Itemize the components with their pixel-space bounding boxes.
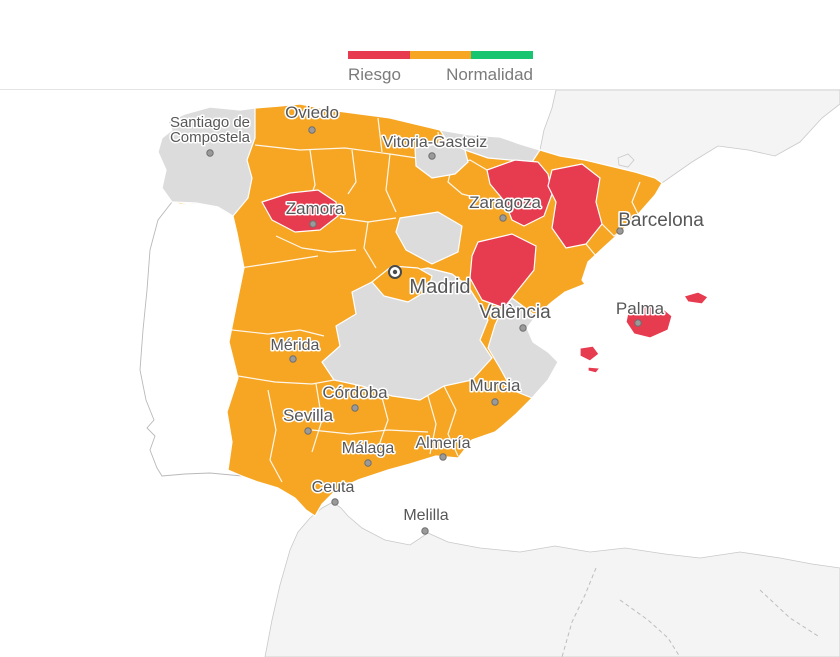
legend-label-normalidad: Normalidad xyxy=(446,65,533,84)
spain-map-svg[interactable]: Santiago de Compostela Oviedo Vitoria-Gaste… xyxy=(0,90,840,657)
city-label-sevilla: Sevilla xyxy=(283,406,334,425)
region-ibiza[interactable] xyxy=(579,345,600,362)
city-dot-icon[interactable] xyxy=(428,152,436,160)
city-madrid[interactable]: Madrid xyxy=(388,265,472,300)
region-alava[interactable] xyxy=(414,141,469,179)
province-borders xyxy=(231,117,641,483)
city-ceuta[interactable]: Ceuta xyxy=(310,478,356,506)
region-soria[interactable] xyxy=(395,211,463,265)
region-lleida[interactable] xyxy=(547,163,603,249)
africa-border-dashed-2 xyxy=(619,599,681,657)
region-huesca[interactable] xyxy=(486,159,553,227)
region-portugal xyxy=(139,201,245,477)
city-zaragoza[interactable]: Zaragoza xyxy=(468,192,543,222)
region-valencia-alicante[interactable] xyxy=(487,297,559,399)
city-sevilla[interactable]: Sevilla xyxy=(281,405,335,435)
region-formentera[interactable] xyxy=(587,366,601,374)
city-dot-icon[interactable] xyxy=(616,227,624,235)
city-label-barcelona: Barcelona xyxy=(618,210,704,231)
city-cordoba[interactable]: Córdoba xyxy=(321,382,390,412)
header-divider xyxy=(0,89,840,90)
region-andorra xyxy=(617,153,635,168)
city-dot-icon[interactable] xyxy=(289,355,297,363)
city-label-madrid: Madrid xyxy=(409,276,470,298)
city-merida[interactable]: Mérida xyxy=(269,336,321,363)
legend-gradient-bar xyxy=(348,51,534,59)
city-dot-icon[interactable] xyxy=(634,319,642,327)
capital-marker-dot xyxy=(392,269,398,275)
africa-border-dashed-1 xyxy=(561,567,597,657)
city-dot-icon[interactable] xyxy=(331,498,339,506)
city-label-palma: Palma xyxy=(616,299,665,318)
city-label-zamora: Zamora xyxy=(286,199,345,218)
city-dot-icon[interactable] xyxy=(519,324,527,332)
city-santiago[interactable]: Santiago de Compostela xyxy=(168,113,252,157)
city-dot-icon[interactable] xyxy=(491,398,499,406)
city-label-santiago: Santiago de Compostela xyxy=(170,114,251,146)
region-castilla-la-mancha[interactable] xyxy=(321,267,493,401)
city-dot-icon[interactable] xyxy=(351,404,359,412)
city-label-vitoria: Vitoria-Gasteiz xyxy=(383,134,488,151)
city-label-almeria: Almería xyxy=(415,435,470,452)
city-labels-layer: Santiago de Compostela Oviedo Vitoria-Gaste… xyxy=(168,102,706,535)
city-dot-icon[interactable] xyxy=(304,427,312,435)
risk-legend: Riesgo Normalidad xyxy=(348,51,534,85)
city-dot-icon[interactable] xyxy=(364,459,372,467)
city-label-melilla: Melilla xyxy=(403,507,448,524)
region-galicia[interactable] xyxy=(157,106,256,217)
city-dot-icon[interactable] xyxy=(439,453,447,461)
city-label-valencia: València xyxy=(479,302,551,323)
city-dot-icon[interactable] xyxy=(499,214,507,222)
city-melilla[interactable]: Melilla xyxy=(402,506,450,535)
city-label-ceuta: Ceuta xyxy=(312,479,355,496)
city-almeria[interactable]: Almería xyxy=(414,434,472,461)
city-valencia[interactable]: València xyxy=(478,301,553,332)
city-palma[interactable]: Palma xyxy=(614,298,666,327)
city-label-malaga: Málaga xyxy=(342,440,395,457)
city-oviedo[interactable]: Oviedo xyxy=(284,102,340,134)
city-label-zaragoza: Zaragoza xyxy=(469,193,541,212)
city-dot-icon[interactable] xyxy=(309,220,317,228)
city-zamora[interactable]: Zamora xyxy=(284,198,346,228)
legend-segment-intermedio xyxy=(409,51,472,59)
city-dot-icon[interactable] xyxy=(421,527,429,535)
city-barcelona[interactable]: Barcelona xyxy=(616,209,706,235)
city-dot-icon[interactable] xyxy=(206,149,214,157)
city-label-murcia: Murcia xyxy=(469,376,521,395)
legend-segment-riesgo xyxy=(348,51,410,59)
city-vitoria[interactable]: Vitoria-Gasteiz xyxy=(381,133,489,160)
city-dot-icon[interactable] xyxy=(308,126,316,134)
city-murcia[interactable]: Murcia xyxy=(468,375,523,406)
region-zamora[interactable] xyxy=(261,189,339,233)
choropleth-map[interactable]: Santiago de Compostela Oviedo Vitoria-Gaste… xyxy=(0,90,840,657)
region-teruel[interactable] xyxy=(469,233,537,309)
city-label-cordoba: Córdoba xyxy=(322,383,388,402)
region-menorca[interactable] xyxy=(683,291,709,305)
city-label-oviedo: Oviedo xyxy=(285,103,339,122)
legend-label-riesgo: Riesgo xyxy=(348,65,401,84)
region-africa xyxy=(264,501,840,657)
africa-border-dashed-3 xyxy=(759,589,819,637)
region-mallorca[interactable] xyxy=(625,303,673,339)
city-malaga[interactable]: Málaga xyxy=(340,439,396,467)
legend-segment-normalidad xyxy=(471,51,534,59)
city-label-merida: Mérida xyxy=(271,337,320,354)
